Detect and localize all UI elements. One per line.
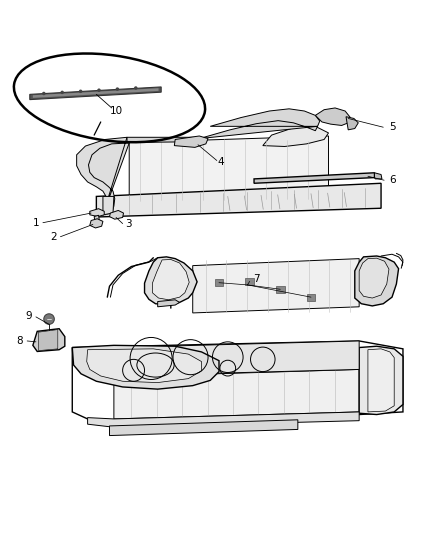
Polygon shape [346,117,358,130]
Polygon shape [88,412,359,427]
Polygon shape [193,259,359,313]
Circle shape [97,88,101,92]
Text: 8: 8 [16,336,23,346]
Polygon shape [199,109,320,139]
Circle shape [134,86,138,90]
Polygon shape [94,215,99,222]
Bar [307,294,315,301]
Text: 1: 1 [32,217,39,228]
Text: 9: 9 [25,311,32,320]
Polygon shape [72,345,219,389]
Polygon shape [254,173,374,183]
Text: 10: 10 [110,106,123,116]
Polygon shape [174,136,208,147]
Polygon shape [315,108,350,125]
Polygon shape [355,256,399,306]
Polygon shape [359,346,403,415]
Polygon shape [87,349,201,383]
Text: 4: 4 [218,157,225,167]
Polygon shape [158,300,180,307]
Polygon shape [114,369,359,419]
Text: 5: 5 [389,122,396,132]
Text: 2: 2 [50,232,57,242]
Text: 3: 3 [125,220,132,229]
Polygon shape [90,209,104,216]
Polygon shape [110,211,124,219]
Polygon shape [33,88,159,98]
Circle shape [42,92,46,95]
Text: 7: 7 [253,274,260,284]
Polygon shape [30,87,161,100]
Polygon shape [103,197,114,215]
Bar [215,279,223,286]
Polygon shape [39,329,58,351]
Polygon shape [90,219,103,228]
Polygon shape [152,260,189,300]
Polygon shape [129,136,328,201]
Circle shape [116,87,119,91]
Bar [245,278,254,285]
Polygon shape [96,183,381,217]
Bar [276,286,285,293]
Polygon shape [127,138,199,142]
Polygon shape [368,349,394,412]
Polygon shape [374,173,382,179]
Circle shape [60,91,64,94]
Polygon shape [77,138,129,215]
Polygon shape [263,126,328,147]
Polygon shape [114,341,359,376]
Circle shape [44,314,54,324]
Polygon shape [145,257,197,304]
Circle shape [79,90,82,93]
Polygon shape [110,420,298,435]
Polygon shape [359,258,389,298]
Text: 6: 6 [389,175,396,185]
Polygon shape [33,329,65,351]
